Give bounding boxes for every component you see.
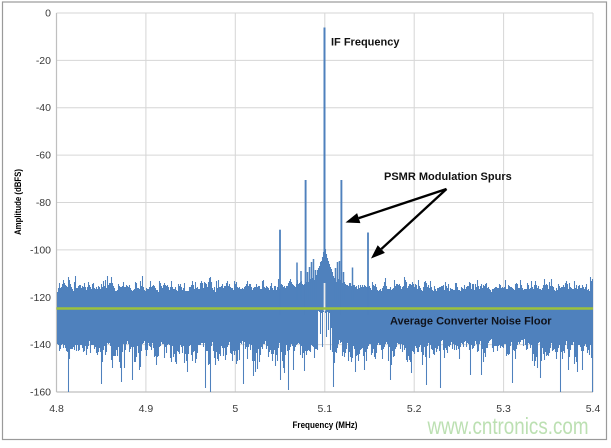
svg-text:-60: -60 [36,150,51,162]
svg-text:5.2: 5.2 [407,403,422,415]
svg-text:5: 5 [232,403,238,415]
svg-text:5.4: 5.4 [586,403,601,415]
svg-text:-40: -40 [36,102,51,114]
svg-text:www.cntronics.com: www.cntronics.com [427,413,589,439]
svg-text:-20: -20 [36,55,51,67]
svg-text:0: 0 [45,8,51,20]
svg-text:4.9: 4.9 [139,403,154,415]
svg-text:-80: -80 [36,197,51,209]
svg-text:PSMR Modulation Spurs: PSMR Modulation Spurs [384,171,512,183]
svg-text:-120: -120 [30,292,51,304]
svg-text:Average Converter Noise Floor: Average Converter Noise Floor [390,316,552,328]
svg-text:IF Frequency: IF Frequency [331,37,400,49]
svg-text:-140: -140 [30,339,51,351]
svg-text:Amplitude (dBFS): Amplitude (dBFS) [13,169,23,235]
svg-text:-100: -100 [30,244,51,256]
svg-text:5.1: 5.1 [317,403,332,415]
svg-text:4.8: 4.8 [49,403,64,415]
svg-text:Frequency (MHz): Frequency (MHz) [293,420,358,431]
svg-text:5.3: 5.3 [496,403,511,415]
svg-text:-160: -160 [30,387,51,399]
